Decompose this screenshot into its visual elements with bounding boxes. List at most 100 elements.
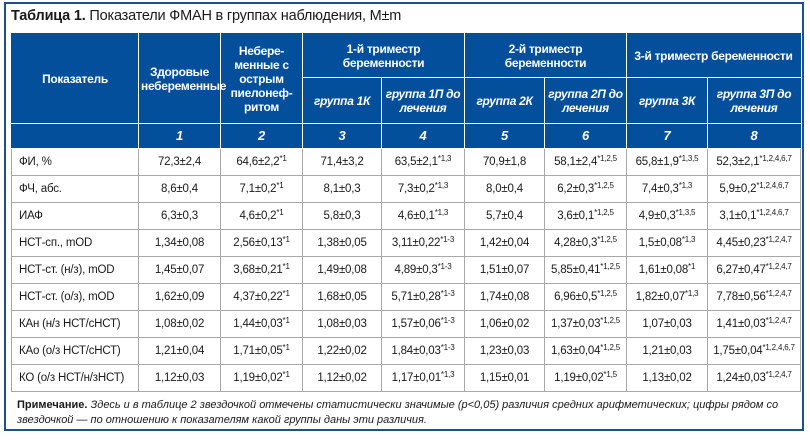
table-row: НСТ-сп., mOD 1,34±0,08 2,56±0,13*1 1,38±0,0… <box>11 229 801 257</box>
table-cell: 1,23±0,03 <box>464 337 545 365</box>
table-cell: 58,1±2,4*1,2,5 <box>544 148 627 176</box>
table-row: ФИ, % 72,3±2,4 64,6±2,2*1 71,4±3,2 63,5±2,1*… <box>11 148 801 176</box>
significance-marker: *1,5 <box>603 370 617 379</box>
cell-value: 8,0±0,4 <box>486 183 523 195</box>
cell-value: 5,7±0,4 <box>486 210 523 222</box>
cell-value: 1,07±0,03 <box>642 318 692 330</box>
table-body: ФИ, % 72,3±2,4 64,6±2,2*1 71,4±3,2 63,5±2,1*… <box>11 148 801 392</box>
cell-value: 1,45±0,07 <box>154 264 205 276</box>
table-cell: 1,12±0,03 <box>138 364 221 392</box>
note-label: Примечание. <box>17 399 88 411</box>
significance-marker: *1,2,4,7 <box>765 235 792 244</box>
table-row: КАо (о/з НСТ/сНСТ) 1,21±0,04 1,71±0,05*1 1,… <box>11 337 801 365</box>
cell-value: 1,62±0,09 <box>154 291 205 303</box>
table-cell: 1,22±0,02 <box>302 337 382 365</box>
table-cell: 1,37±0,03*1,2,5 <box>544 310 627 338</box>
significance-marker: *1 <box>282 370 290 379</box>
cell-value: 4,28±0,3 <box>554 237 598 249</box>
header-number: 7 <box>626 123 708 149</box>
cell-value: 65,8±1,9 <box>635 156 679 168</box>
cell-value: 1,61±0,08 <box>638 264 689 276</box>
significance-marker: *1,2,4,7 <box>765 316 792 325</box>
cell-value: 1,74±0,08 <box>479 291 530 303</box>
significance-marker: *1,3,5 <box>675 208 696 217</box>
header-number: 1 <box>138 123 221 149</box>
cell-value: 1,21±0,03 <box>642 345 692 357</box>
table-cell: 1,08±0,03 <box>302 310 382 338</box>
cell-value: 1,08±0,02 <box>154 318 205 330</box>
table-row: НСТ-ст. (о/з), mOD 1,62±0,09 4,37±0,22*1 1,… <box>11 283 801 311</box>
table-cell: 4,28±0,3*1,2,5 <box>544 229 627 257</box>
table-cell: 6,96±0,5*1,2,5 <box>544 283 627 311</box>
cell-value: 7,78±0,56 <box>716 291 766 303</box>
header-group-2p: группа 2П до лечения <box>544 77 627 124</box>
cell-value: 5,71±0,28 <box>391 291 441 303</box>
cell-value: 4,37±0,22 <box>233 291 283 303</box>
cell-value: 1,21±0,04 <box>154 345 205 357</box>
table-cell: 1,49±0,08 <box>302 256 382 284</box>
table-cell: 2,56±0,13*1 <box>220 229 303 257</box>
cell-value: 1,49±0,08 <box>317 264 367 276</box>
cell-value: 63,5±2,1 <box>394 156 438 168</box>
cell-value: 4,9±0,3 <box>638 210 676 222</box>
row-label: КАо (о/з НСТ/сНСТ) <box>11 337 139 365</box>
significance-marker: *1 <box>276 181 284 190</box>
cell-value: 1,75±0,04 <box>713 345 763 357</box>
table-cell: 4,37±0,22*1 <box>220 283 303 311</box>
table-cell: 70,9±1,8 <box>464 148 545 176</box>
caption-text: Показатели ФМАН в группах наблюдения, M±… <box>85 8 402 24</box>
header-number: 8 <box>707 123 801 149</box>
table-cell: 6,27±0,47*1,2,4,7 <box>707 256 801 284</box>
significance-marker: *1-3 <box>437 262 452 271</box>
table-cell: 1,24±0,03*1,2,4,7 <box>707 364 801 392</box>
caption-label: Таблица 1. <box>11 8 86 24</box>
table-cell: 7,3±0,2*1,3 <box>381 175 465 203</box>
table-cell: 1,61±0,08*1 <box>626 256 708 284</box>
table-cell: 1,38±0,05 <box>302 229 382 257</box>
table-cell: 4,6±0,1*1,3 <box>381 202 465 230</box>
row-label: ФЧ, абс. <box>11 175 139 203</box>
cell-value: 1,34±0,08 <box>154 237 205 249</box>
header-number: 2 <box>220 123 303 149</box>
table-cell: 4,9±0,3*1,3,5 <box>626 202 708 230</box>
significance-marker: *1,2,5 <box>600 316 620 325</box>
significance-marker: *1,3 <box>440 370 455 379</box>
significance-marker: *1 <box>279 154 287 163</box>
header-number: 5 <box>464 123 545 149</box>
table-cell: 1,19±0,02*1,5 <box>544 364 627 392</box>
table-cell: 1,06±0,02 <box>464 310 545 338</box>
table-cell: 1,42±0,04 <box>464 229 545 257</box>
cell-value: 1,17±0,01 <box>391 372 441 384</box>
table-cell: 1,71±0,05*1 <box>220 337 303 365</box>
table-cell: 52,3±2,1*1,2,4,6,7 <box>707 148 801 176</box>
table-cell: 1,12±0,02 <box>302 364 382 392</box>
table-cell: 6,2±0,3*1,2,5 <box>544 175 627 203</box>
table-cell: 63,5±2,1*1,3 <box>381 148 465 176</box>
header-trimester-3: 3-й триместр беременности <box>626 33 801 78</box>
significance-marker: *1 <box>276 208 284 217</box>
cell-value: 5,9±0,2 <box>719 183 757 195</box>
table-cell: 8,0±0,4 <box>464 175 545 203</box>
table-cell: 7,1±0,2*1 <box>220 175 303 203</box>
header-group-3k: группа 3К <box>626 77 708 124</box>
cell-value: 1,71±0,05 <box>233 345 283 357</box>
table-cell: 5,85±0,41*1,2,5 <box>544 256 627 284</box>
significance-marker: *1 <box>282 262 290 271</box>
row-label: КО (о/з НСТ/н/зНСТ) <box>11 364 139 392</box>
cell-value: 1,12±0,02 <box>317 372 367 384</box>
cell-value: 1,12±0,03 <box>154 372 205 384</box>
cell-value: 1,5±0,08 <box>638 237 682 249</box>
cell-value: 1,57±0,06 <box>391 318 441 330</box>
table-cell: 1,82±0,07*1,3 <box>626 283 708 311</box>
table-cell: 64,6±2,2*1 <box>220 148 303 176</box>
cell-value: 3,68±0,21 <box>233 264 283 276</box>
cell-value: 8,1±0,3 <box>323 183 361 195</box>
cell-value: 1,23±0,03 <box>479 345 530 357</box>
significance-marker: *1,2,5 <box>600 343 620 352</box>
table-cell: 65,8±1,9*1,3,5 <box>626 148 708 176</box>
header-group-1p: группа 1П до лечения <box>381 77 465 124</box>
table-cell: 3,6±0,1*1,2,5 <box>544 202 627 230</box>
significance-marker: *1-3 <box>440 343 455 352</box>
significance-marker: *1,3 <box>434 208 449 217</box>
significance-marker: *1,3 <box>437 154 452 163</box>
